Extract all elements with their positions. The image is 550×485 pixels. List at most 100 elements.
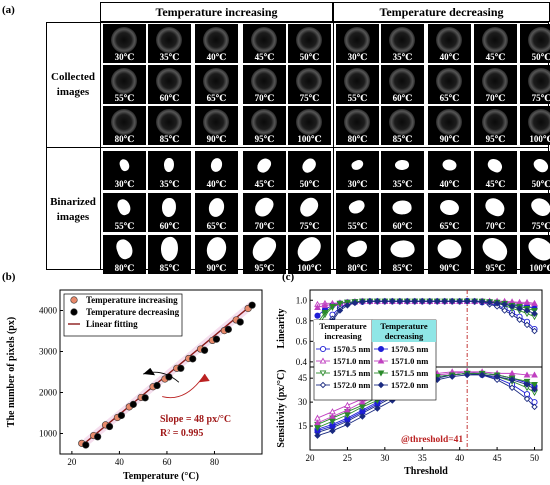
data-point <box>374 405 381 412</box>
data-point <box>82 441 90 449</box>
binarized-image: 85℃ <box>148 235 191 274</box>
fiber-glow <box>389 109 415 135</box>
table-col-divider <box>100 2 101 270</box>
data-point <box>441 298 448 305</box>
row-label-binarized: Binarized images <box>50 196 96 223</box>
data-point <box>336 300 344 307</box>
binarized-image: 30℃ <box>103 151 146 190</box>
binarized-image: 40℃ <box>428 151 471 190</box>
data-point <box>377 357 385 364</box>
collected-image: 45℃ <box>243 24 286 63</box>
temperature-label: 80℃ <box>347 134 368 144</box>
legend-title: Temperature <box>380 321 427 331</box>
legend-label: 1572.0 nm <box>333 380 370 390</box>
binarized-image: 95℃ <box>243 235 286 274</box>
data-point <box>177 364 185 372</box>
y-tick-label: 4000 <box>39 306 58 316</box>
data-point <box>329 412 336 420</box>
header-decreasing: Temperature decreasing <box>333 2 550 22</box>
collected-image: 65℃ <box>195 65 238 104</box>
data-point <box>508 376 516 384</box>
fiber-glow <box>156 109 182 135</box>
data-point <box>411 298 419 305</box>
binarized-image: 35℃ <box>148 151 191 190</box>
collected-image: 95℃ <box>474 106 517 145</box>
binarized-image: 85℃ <box>381 235 424 274</box>
temperature-label: 90℃ <box>206 263 227 273</box>
arrow-head <box>143 367 156 376</box>
temperature-label: 90℃ <box>439 263 460 273</box>
binarized-spot <box>389 238 416 260</box>
temperature-label: 30℃ <box>114 179 135 189</box>
data-point <box>419 298 426 305</box>
data-point <box>329 427 336 435</box>
temperature-label: 55℃ <box>347 221 368 231</box>
data-point <box>523 307 531 314</box>
legend-label: 1571.5 nm <box>333 368 370 378</box>
legend-box <box>63 293 183 337</box>
data-point <box>531 386 538 393</box>
temperature-label: 55℃ <box>347 93 368 103</box>
temperature-label: 75℃ <box>299 221 320 231</box>
collected-image: 85℃ <box>148 106 191 145</box>
fiber-glow <box>436 109 462 135</box>
collected-image: 90℃ <box>428 106 471 145</box>
data-point <box>456 298 463 305</box>
y-axis-label-linearity: Linearity <box>276 309 287 349</box>
collected-image: 80℃ <box>103 106 146 145</box>
data-point <box>531 382 538 389</box>
temperature-label: 30℃ <box>347 179 368 189</box>
temperature-label: 40℃ <box>439 179 460 189</box>
x-tick-label: 40 <box>115 457 125 467</box>
data-point <box>523 395 531 403</box>
data-point <box>381 298 389 305</box>
x-tick-label: 45 <box>493 453 503 463</box>
temperature-label: 45℃ <box>485 179 506 189</box>
x-axis-label: Threshold <box>404 466 448 477</box>
binarized-image: 90℃ <box>195 235 238 274</box>
legend-label: Temperature increasing <box>86 295 178 305</box>
binarized-spot <box>394 159 410 171</box>
data-point <box>319 345 327 353</box>
legend-title-bg <box>372 320 436 342</box>
fiber-glow <box>111 109 137 135</box>
data-point <box>314 432 321 439</box>
slope-annotation: Slope = 48 px/°C <box>160 414 231 425</box>
data-point <box>200 346 209 354</box>
binarized-image: 50℃ <box>520 151 550 190</box>
legend-title-bg <box>314 320 372 342</box>
fiber-glow <box>203 109 229 135</box>
data-point <box>531 299 538 306</box>
binarized-image: 80℃ <box>103 235 146 274</box>
data-point <box>377 370 385 377</box>
legend-label: 1570.5 nm <box>391 344 428 354</box>
data-point <box>319 370 327 377</box>
fiber-glow <box>389 27 415 53</box>
header-increasing: Temperature increasing <box>100 2 333 22</box>
fiber-glow <box>482 109 508 135</box>
data-point <box>508 303 516 310</box>
data-point <box>448 298 456 305</box>
collected-image: 30℃ <box>336 24 379 63</box>
fiber-glow <box>528 27 550 53</box>
collected-image: 40℃ <box>428 24 471 63</box>
binarized-spot <box>163 157 175 173</box>
x-tick-label: 25 <box>343 453 353 463</box>
binarized-image: 60℃ <box>148 193 191 232</box>
chart-pixels-vs-temperature: 20 40 60 80 1000 2000 3000 4000 Temperature (°C)… <box>6 289 263 482</box>
arrow-head <box>199 374 210 383</box>
temperature-label: 30℃ <box>347 52 368 62</box>
temperature-label: 65℃ <box>439 221 460 231</box>
x-tick-label: 20 <box>306 453 316 463</box>
legend-marker <box>70 296 78 304</box>
x-tick-label: 60 <box>162 457 172 467</box>
r2-annotation: R² = 0.995 <box>160 428 203 439</box>
fiber-glow <box>251 68 277 94</box>
data-point <box>486 299 493 306</box>
fiber-glow <box>482 27 508 53</box>
y-tick-label: 45 <box>298 373 308 383</box>
binarized-spot <box>299 156 319 175</box>
data-point <box>321 301 329 308</box>
legend-title: increasing <box>324 331 362 341</box>
